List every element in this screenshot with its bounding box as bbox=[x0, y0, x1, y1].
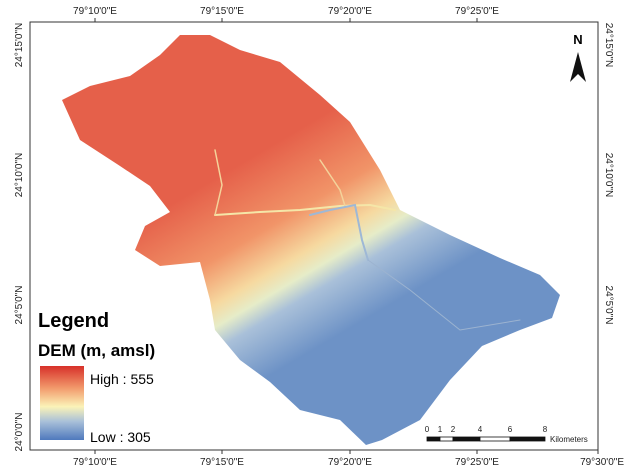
scale-tick: 4 bbox=[478, 425, 483, 434]
scale-tick: 1 bbox=[438, 425, 443, 434]
bottom-coord: 79°25'0"E bbox=[455, 457, 499, 468]
watershed bbox=[62, 35, 560, 445]
legend-low: Low : 305 bbox=[90, 429, 151, 445]
scale-segment bbox=[509, 436, 546, 442]
bottom-coord: 79°10'0"E bbox=[73, 457, 117, 468]
legend-high: High : 555 bbox=[90, 371, 154, 387]
scale-tick: 2 bbox=[451, 425, 456, 434]
top-coord: 79°20'0"E bbox=[328, 6, 372, 17]
right-coord: 24°5'0"N bbox=[603, 286, 614, 325]
legend-subtitle: DEM (m, amsl) bbox=[38, 341, 155, 360]
scale-tick: 0 bbox=[425, 425, 430, 434]
north-arrow: N bbox=[570, 32, 586, 82]
streams bbox=[214, 149, 521, 331]
scale-segment bbox=[479, 436, 511, 442]
left-coord: 24°5'0"N bbox=[14, 286, 25, 325]
legend-title: Legend bbox=[38, 310, 109, 332]
left-coord: 24°0'0"N bbox=[14, 413, 25, 452]
scale-tick: 8 bbox=[543, 425, 548, 434]
scale-segment bbox=[452, 436, 481, 442]
right-coord: 24°10'0"N bbox=[603, 153, 614, 198]
north-label: N bbox=[573, 32, 582, 47]
scale-segment bbox=[426, 436, 441, 442]
left-coord: 24°15'0"N bbox=[14, 23, 25, 68]
top-coord: 79°25'0"E bbox=[455, 6, 499, 17]
coordinates: 79°10'0"E 79°15'0"E 79°20'0"E 79°25'0"E 79°1… bbox=[14, 6, 624, 468]
color-ramp bbox=[40, 366, 84, 440]
bottom-coord: 79°30'0"E bbox=[580, 457, 624, 468]
scale-segment bbox=[439, 436, 454, 442]
bottom-coord: 79°20'0"E bbox=[328, 457, 372, 468]
top-coord: 79°10'0"E bbox=[73, 6, 117, 17]
top-coord: 79°15'0"E bbox=[200, 6, 244, 17]
scale-tick: 6 bbox=[508, 425, 513, 434]
right-coord: 24°15'0"N bbox=[603, 23, 614, 68]
scale-unit: Kilometers bbox=[550, 435, 588, 444]
left-coord: 24°10'0"N bbox=[14, 153, 25, 198]
legend: Legend DEM (m, amsl) High : 555 Low : 30… bbox=[38, 310, 155, 445]
bottom-coord: 79°15'0"E bbox=[200, 457, 244, 468]
